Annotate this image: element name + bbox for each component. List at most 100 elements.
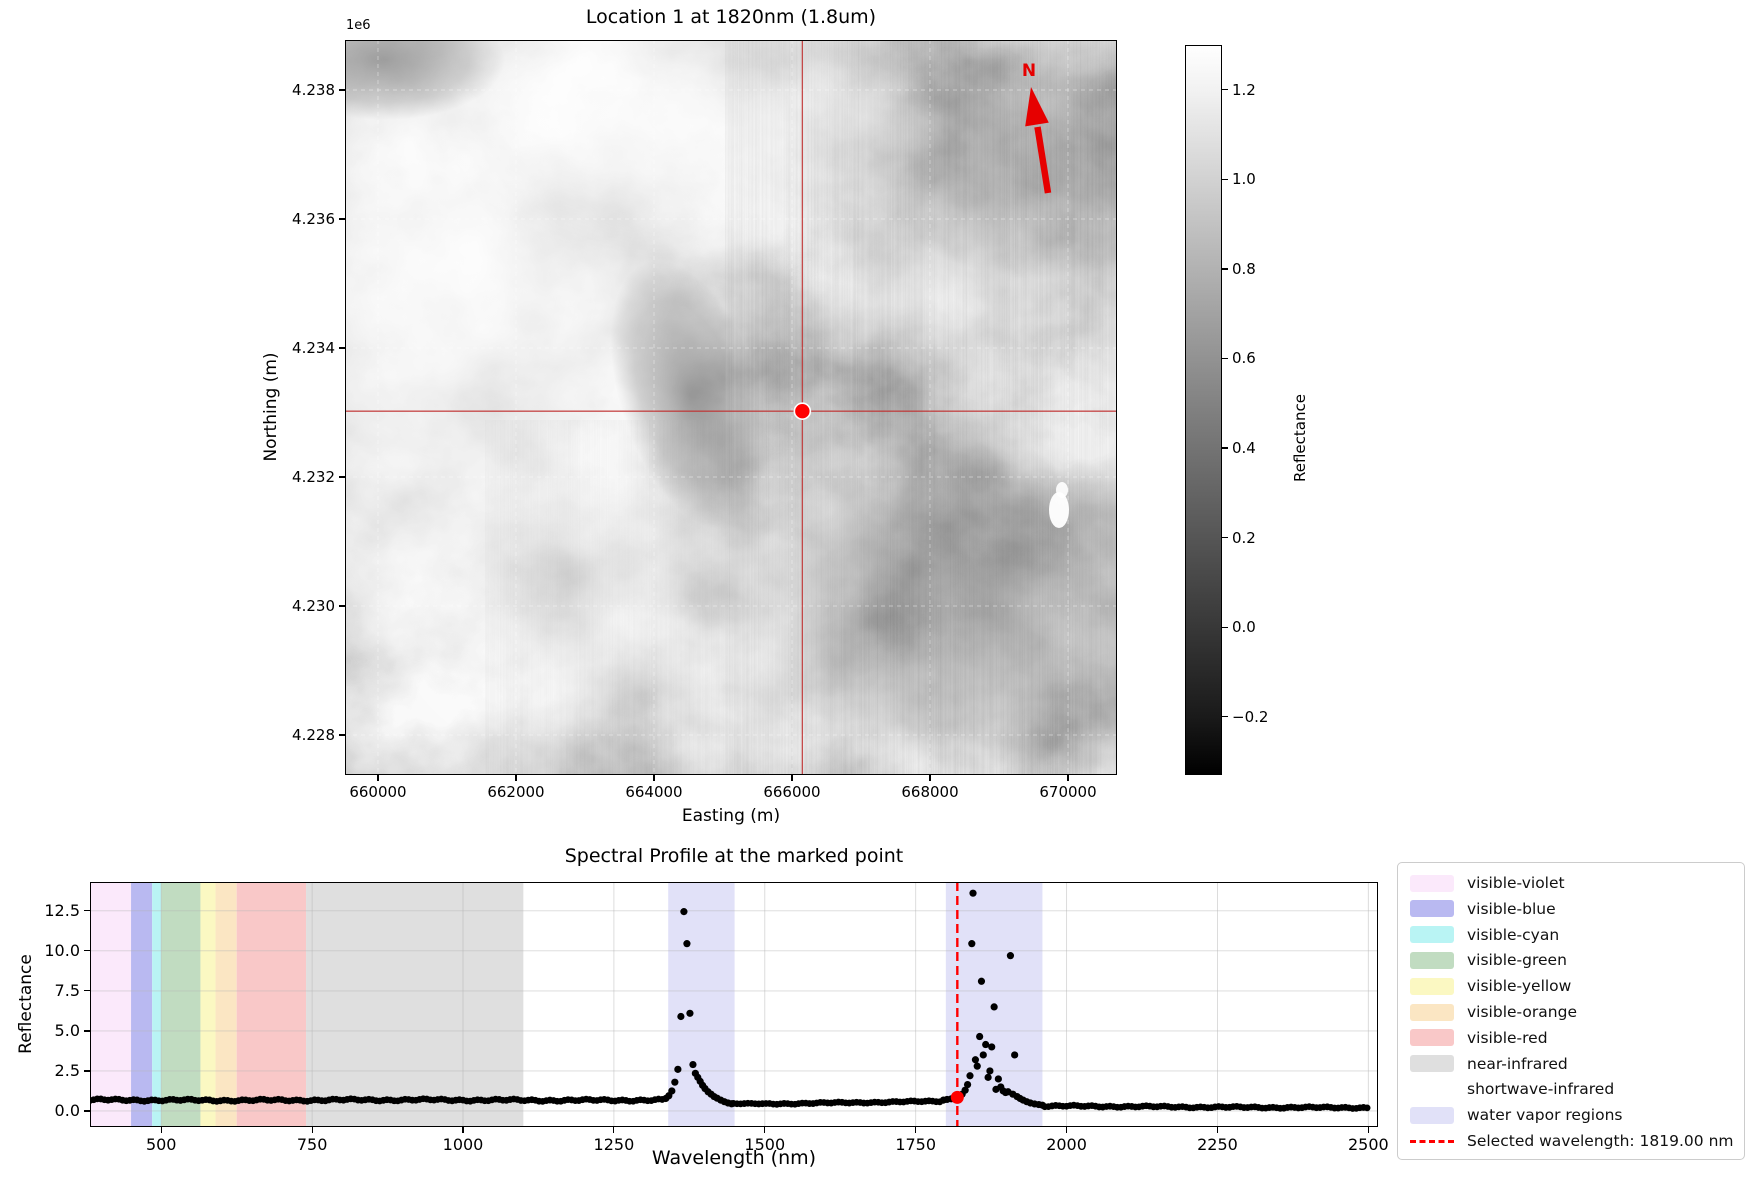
- spectral-ytick-label: 7.5: [54, 980, 80, 1000]
- colorbar-tick-mark: [1222, 626, 1228, 628]
- map-ytick-label: 4.232: [292, 468, 335, 486]
- map-gridlines: [345, 40, 1117, 775]
- bright-spot: [1056, 482, 1068, 498]
- colorbar-gradient: [1185, 45, 1222, 775]
- map-xtick-label: 660000: [349, 783, 407, 801]
- map-ytick-mark: [339, 734, 345, 736]
- legend-item-label: visible-yellow: [1467, 977, 1572, 996]
- legend-color-swatch: [1410, 874, 1454, 892]
- colorbar-tick-label: −0.2: [1232, 707, 1269, 726]
- band-visible-blue: [131, 882, 153, 1127]
- map-xtick-mark: [929, 775, 931, 781]
- legend-color-swatch: [1410, 926, 1454, 944]
- spectral-ytick-mark: [84, 990, 90, 992]
- terrain-texture: [345, 40, 1117, 775]
- legend-color-swatch: [1410, 1055, 1454, 1073]
- map-xlabel: Easting (m): [681, 806, 781, 826]
- spectral-xlabel: Wavelength (nm): [651, 1147, 817, 1169]
- colorbar-tick-label: 0.8: [1232, 259, 1256, 278]
- colorbar-tick-mark: [1222, 89, 1228, 91]
- spectral-xtick-mark: [311, 1127, 313, 1133]
- spectral-ytick-mark: [84, 1070, 90, 1072]
- colorbar-tick-label: 1.2: [1232, 80, 1256, 99]
- spectrum-point: [990, 1003, 998, 1011]
- legend-item-label: shortwave-infrared: [1467, 1080, 1615, 1099]
- spectrum-point: [969, 889, 977, 897]
- map-ytick-label: 4.234: [292, 338, 335, 357]
- legend-item: visible-yellow: [1398, 974, 1744, 998]
- map-ytick-mark: [339, 89, 345, 91]
- colorbar-tick-label: 0.4: [1232, 439, 1256, 458]
- spectrum-point: [971, 1056, 980, 1064]
- spectrum-point: [727, 1100, 736, 1108]
- colorbar-tick-mark: [1222, 447, 1228, 449]
- band-visible-yellow: [200, 882, 216, 1127]
- colorbar-tick-mark: [1222, 268, 1228, 270]
- spectral-xtick-label: 2250: [1197, 1135, 1238, 1154]
- legend-item: Selected wavelength: 1819.00 nm: [1398, 1129, 1744, 1153]
- map-ytick-label: 4.238: [292, 80, 335, 99]
- legend-color-swatch: [1410, 977, 1454, 995]
- map-ytick-label: 4.228: [292, 726, 335, 744]
- legend-item-label: visible-red: [1467, 1028, 1548, 1047]
- legend-item-label: near-infrared: [1467, 1054, 1568, 1073]
- spectral-xtick-label: 1000: [442, 1135, 484, 1154]
- band-water-vapor-region-1: [668, 882, 735, 1127]
- map-ytick-mark: [339, 476, 345, 478]
- spectrum-point: [683, 940, 691, 948]
- spectrum-point: [1006, 952, 1015, 960]
- colorbar-tick-mark: [1222, 357, 1228, 360]
- legend-item: near-infrared: [1398, 1052, 1744, 1076]
- legend-color-swatch: [1410, 1003, 1454, 1021]
- legend-color-swatch: [1410, 1029, 1454, 1047]
- map-xtick-mark: [791, 775, 793, 781]
- spectrum-point: [977, 977, 986, 985]
- spectrum-point: [1038, 1101, 1047, 1109]
- legend-color-swatch: [1410, 900, 1454, 918]
- legend-item: visible-blue: [1398, 897, 1744, 921]
- map-ytick-mark: [339, 347, 345, 349]
- spectrum-point: [968, 940, 976, 948]
- spectrum-point: [689, 1060, 697, 1069]
- spectral-xtick-label: 500: [145, 1135, 177, 1154]
- marked-point-dot: [793, 402, 812, 421]
- map-title: Location 1 at 1820nm (1.8um): [585, 6, 877, 28]
- selected-point-dot: [950, 1090, 964, 1104]
- spectral-xtick-label: 1750: [895, 1135, 937, 1154]
- colorbar-tick-label: 0.0: [1232, 618, 1256, 637]
- legend-item: visible-orange: [1398, 1000, 1744, 1024]
- colorbar-label: Reflectance: [1291, 394, 1309, 482]
- spectral-ytick-mark: [84, 950, 90, 952]
- spectrum-point: [976, 1032, 984, 1041]
- band-near-infrared: [306, 882, 524, 1127]
- spectral-xtick-label: 1250: [593, 1135, 635, 1154]
- spectrum-point: [966, 1072, 974, 1080]
- bright-spot: [1049, 492, 1069, 528]
- spectral-ytick-mark: [84, 1030, 90, 1032]
- colorbar-tick-label: 0.2: [1232, 528, 1256, 547]
- spectral-ytick-mark: [84, 1110, 90, 1112]
- spectral-xtick-mark: [915, 1127, 917, 1133]
- spectral-xtick-mark: [462, 1127, 464, 1133]
- legend-dashed-line-swatch: [1410, 1139, 1454, 1143]
- colorbar-tick-label: 0.6: [1232, 349, 1256, 368]
- spectrum-point: [668, 1087, 676, 1095]
- spectrum-point: [986, 1067, 994, 1075]
- legend: visible-violet visible-blue visible-cyan vi…: [1397, 862, 1745, 1160]
- spectral-xtick-mark: [1216, 1127, 1219, 1133]
- legend-item-label: visible-violet: [1467, 874, 1565, 892]
- spectral-xtick-mark: [160, 1127, 162, 1133]
- legend-item-label: Selected wavelength: 1819.00 nm: [1467, 1132, 1734, 1150]
- map-xtick-mark: [377, 775, 379, 781]
- spectrum-point: [1011, 1051, 1019, 1059]
- legend-item-label: visible-orange: [1467, 1003, 1577, 1021]
- legend-item-label: visible-cyan: [1467, 925, 1560, 944]
- legend-item: visible-red: [1398, 1026, 1744, 1050]
- map-ytick-mark: [339, 605, 345, 607]
- map-ytick-label: 4.236: [292, 209, 335, 228]
- spectrum-point: [984, 1073, 992, 1081]
- spectral-xtick-label: 750: [296, 1135, 328, 1154]
- spectrum-point: [686, 1009, 694, 1017]
- legend-item-label: water vapor regions: [1467, 1106, 1623, 1125]
- spectrum-point: [961, 1086, 969, 1094]
